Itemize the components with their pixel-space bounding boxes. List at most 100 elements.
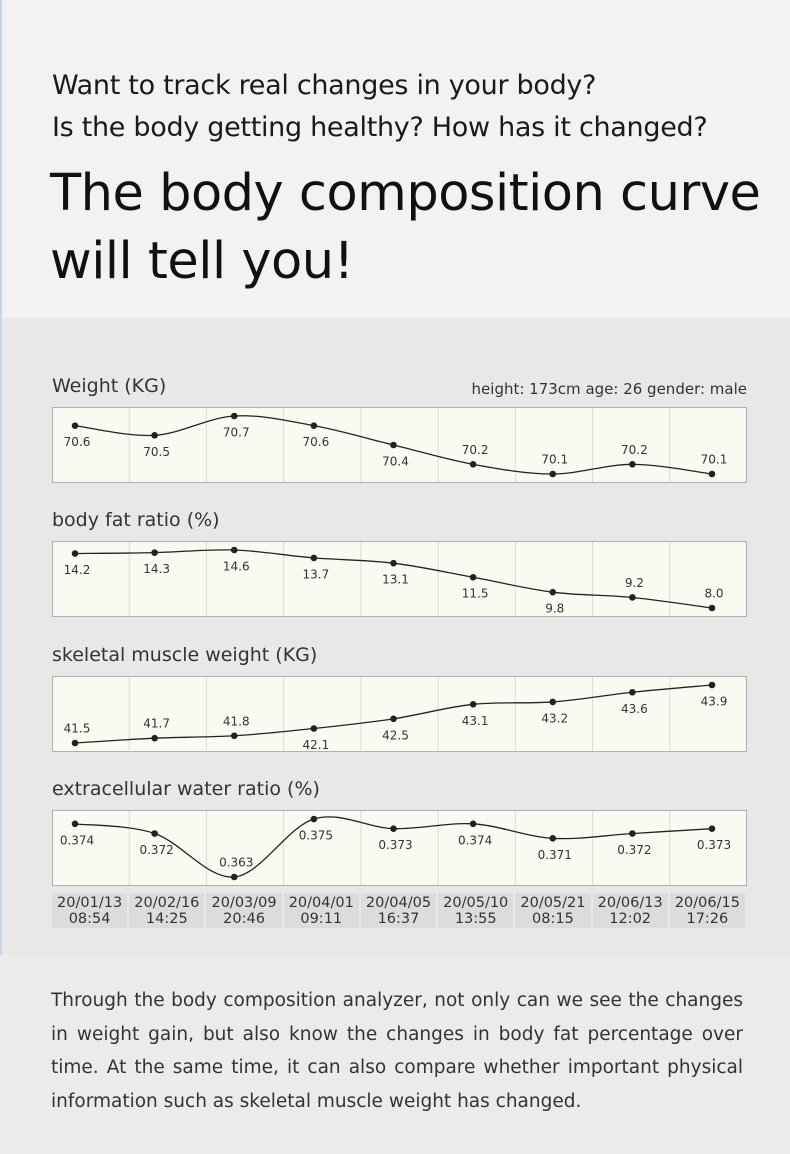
data-point [230,412,238,420]
value-label: 42.1 [303,738,330,752]
value-label: 0.374 [60,833,94,847]
value-label: 0.372 [617,843,651,857]
value-label: 11.5 [462,587,489,601]
value-label: 70.7 [223,426,250,440]
data-point [549,588,557,596]
value-label: 0.373 [697,838,731,852]
data-point [469,701,477,708]
x-tick-label: 20/05/21 08:15 [515,893,591,928]
x-tick-label: 20/05/10 13:55 [438,893,514,928]
value-label: 70.2 [621,443,648,457]
value-label: 9.8 [545,602,564,616]
data-point [310,815,318,823]
value-label: 9.2 [625,576,644,590]
data-point [310,422,318,429]
x-tick-label: 20/04/05 16:37 [360,893,437,928]
data-point [151,549,158,556]
data-point [708,604,716,612]
data-point [549,835,557,842]
chart-title: body fat ratio (%) [52,509,220,531]
x-tick-label: 20/02/16 14:25 [129,893,205,928]
value-label: 13.1 [382,573,409,587]
x-tick-label: 20/06/15 17:26 [669,893,745,928]
data-point [390,441,397,449]
data-point [469,820,477,828]
description: Through the body composition analyzer, n… [51,990,743,1112]
plot-box [52,541,747,617]
value-label: 43.2 [541,711,568,725]
value-label: 70.6 [303,435,330,449]
headline: The body composition curve [50,164,761,223]
value-label: 70.6 [64,435,91,449]
data-point [390,559,397,567]
intro-line: Want to track real changes in your body? [52,70,597,101]
chart: 14.2 14.3 14.6 13.7 13.1 11.5 9.8 9.2 8.0 [52,541,747,617]
value-label: 0.375 [299,829,333,843]
chart: 70.6 70.5 70.7 70.6 70.4 70.2 70.1 70.2 70.1 [52,407,747,483]
value-label: 14.2 [64,563,91,577]
data-point [310,554,318,562]
data-point [390,825,397,832]
data-point [708,825,716,832]
data-point [469,573,477,581]
data-point [310,725,318,732]
edge-line [0,0,2,955]
series-line [74,816,713,878]
header-band [0,0,790,318]
value-label: 42.5 [382,728,409,742]
value-label: 41.5 [64,722,91,736]
value-label: 70.1 [701,453,728,467]
value-label: 43.6 [621,702,648,716]
value-label: 8.0 [704,587,723,601]
data-point [71,739,79,747]
data-point [230,732,238,740]
data-point [629,688,636,696]
data-point [708,681,716,689]
data-point [151,432,158,439]
chart-subtitle: height: 173cm age: 26 gender: male [471,380,747,398]
data-point [71,422,79,429]
chart: 41.5 41.7 41.8 42.1 42.5 43.1 43.2 43.6 43.9 [52,676,747,752]
x-tick-label: 20/04/01 09:11 [283,893,359,928]
data-point [629,594,636,601]
value-label: 70.4 [382,455,409,469]
value-label: 43.1 [462,714,489,728]
data-point [151,734,158,742]
value-label: 0.374 [458,833,492,847]
chart-title: Weight (KG) [52,375,167,397]
chart: 0.374 0.372 0.363 0.375 0.373 0.374 0.371 0.372… [52,810,747,886]
data-point [469,461,477,468]
intro-line: Is the body getting healthy? How has it … [52,112,708,143]
data-point [390,715,397,723]
data-point [549,470,557,478]
value-label: 0.372 [139,843,173,857]
value-label: 0.371 [538,848,572,862]
data-point [230,546,238,554]
value-label: 41.8 [223,714,250,728]
value-label: 14.3 [143,562,170,576]
value-label: 14.6 [223,560,250,574]
value-label: 70.1 [541,453,568,467]
value-label: 43.9 [701,695,728,709]
x-tick-label: 20/03/09 20:46 [206,893,282,928]
chart-title: extracellular water ratio (%) [52,778,320,800]
plot-box [52,407,747,483]
x-tick-label: 20/01/13 08:54 [52,893,128,928]
data-point [708,470,716,478]
value-label: 13.7 [303,567,330,581]
chart-title: skeletal muscle weight (KG) [52,644,318,666]
data-point [629,830,636,837]
data-point [71,820,79,828]
data-point [151,830,158,837]
data-point [629,461,636,468]
value-label: 70.5 [143,445,170,459]
plot-box [52,810,747,886]
value-label: 70.2 [462,443,489,457]
value-label: 0.363 [219,856,253,870]
data-point [549,698,557,706]
value-label: 0.373 [378,838,412,852]
x-tick-label: 20/06/13 12:02 [592,893,668,928]
data-point [71,550,79,557]
data-point [230,873,238,881]
